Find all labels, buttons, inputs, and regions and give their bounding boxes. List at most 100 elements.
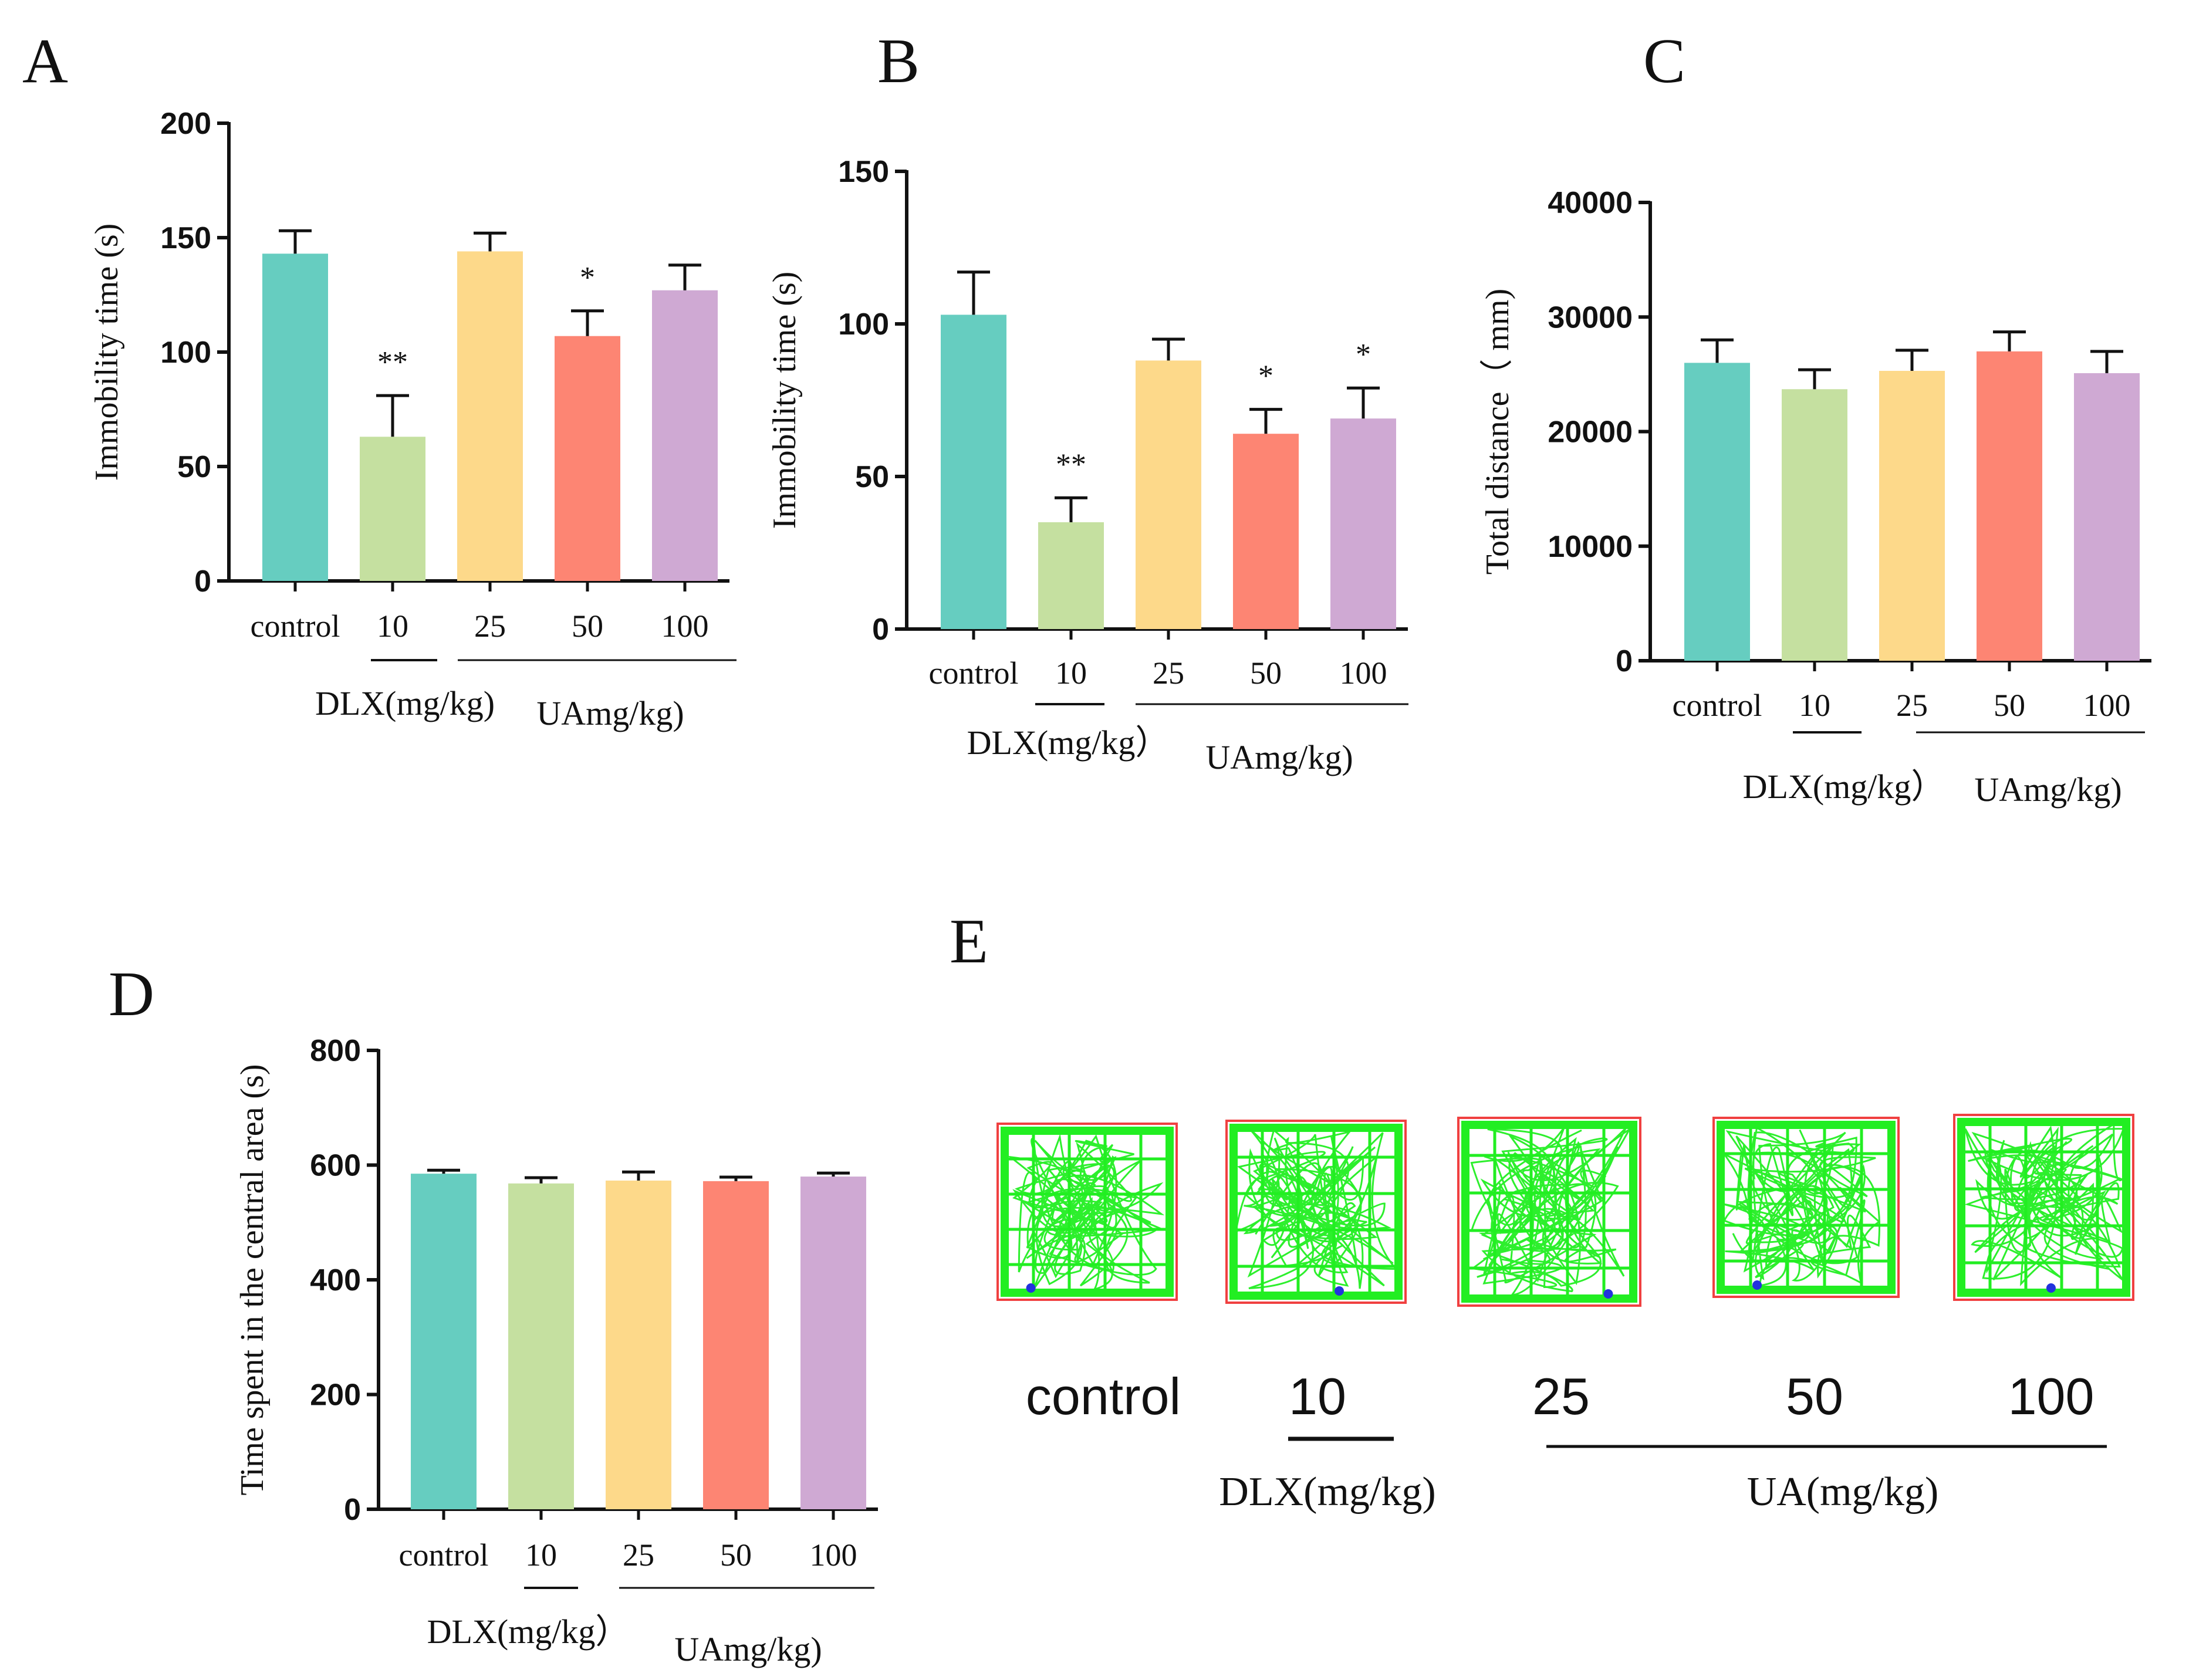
- panel-a-ytick-label: 50: [177, 450, 211, 484]
- panel-b-xtick-label: 50: [1250, 655, 1282, 691]
- panel-e-letter: E: [950, 907, 988, 976]
- panel-a-ytick-label: 200: [160, 107, 211, 141]
- arena-border: [1457, 1117, 1641, 1307]
- panel-a-group-ua: UAmg/kg): [536, 694, 684, 732]
- track-plot-control: [996, 1123, 1178, 1301]
- panel-b-letter: B: [877, 26, 920, 96]
- panel-a-group-dlx: DLX(mg/kg): [315, 684, 495, 722]
- panel-c-letter: C: [1643, 26, 1685, 96]
- panel-c-bar-10: [1782, 389, 1847, 661]
- movement-track: [1722, 1126, 1881, 1287]
- panel-d-xtick-label: 50: [720, 1537, 752, 1573]
- track-plot-10: [1225, 1120, 1407, 1304]
- panel-a-chart: A 0 50 100 150 200 Immobility time (s) control 1…: [22, 26, 737, 732]
- track-plot-25: [1457, 1117, 1641, 1307]
- panel-d-xtick-label: control: [399, 1537, 489, 1573]
- position-marker: [1026, 1283, 1036, 1293]
- panel-a-ylabel: Immobility time (s): [89, 224, 125, 481]
- panel-c-ytick-label: 10000: [1548, 530, 1633, 564]
- panel-b-bar-10: [1038, 522, 1104, 629]
- panel-e-label-control: control: [1026, 1367, 1181, 1425]
- panel-d-ytick-label: 0: [344, 1493, 361, 1527]
- panel-a-bar-10: [360, 437, 425, 581]
- position-marker: [1752, 1280, 1762, 1290]
- panel-b-bar-25: [1136, 360, 1201, 629]
- panel-c-group-ua: UAmg/kg): [1974, 770, 2121, 809]
- panel-c-xtick-label: 10: [1799, 688, 1830, 723]
- track-plot-50: [1712, 1117, 1900, 1298]
- panel-b-significance: *: [1258, 360, 1273, 393]
- arena-border: [1225, 1120, 1407, 1304]
- movement-track: [1470, 1127, 1630, 1296]
- track-plot-100: [1953, 1114, 2134, 1301]
- panel-a-xtick-label: 10: [377, 609, 408, 644]
- panel-c-chart: C 0 10000 20000 30000 40000 Total distance（ mm…: [1479, 26, 2151, 809]
- panel-c-bar-50: [1977, 351, 2042, 661]
- panel-b-xtick-label: 25: [1153, 655, 1184, 691]
- panel-b-bar-100: [1330, 418, 1396, 629]
- panel-a-ytick-label: 150: [160, 221, 211, 255]
- panel-a-xtick-label: 50: [572, 609, 603, 644]
- panel-d-ytick-label: 800: [310, 1034, 361, 1068]
- panel-a-bar-50: [555, 336, 620, 581]
- panel-c-xtick-label: 25: [1896, 688, 1928, 723]
- panel-a-bar-100: [652, 290, 718, 581]
- panel-a-ytick-label: 100: [160, 336, 211, 370]
- panel-e-label-10: 10: [1289, 1367, 1346, 1425]
- panel-a-xtick-label: 25: [474, 609, 506, 644]
- panel-d-bar-100: [800, 1177, 866, 1509]
- panel-b-ytick-label: 0: [872, 613, 889, 647]
- panel-c-xtick-label: 50: [1994, 688, 2025, 723]
- panel-e-group-dlx: DLX(mg/kg): [1219, 1469, 1435, 1515]
- panel-b-group-dlx: DLX(mg/kg）: [967, 724, 1170, 762]
- panel-d-bar-25: [606, 1180, 671, 1509]
- panel-b-ylabel: Immobility time (s): [766, 272, 803, 529]
- position-marker: [1334, 1286, 1344, 1296]
- panel-a-letter: A: [22, 26, 68, 96]
- panel-b-significance: **: [1056, 448, 1086, 481]
- panel-b-significance: *: [1356, 338, 1371, 371]
- panel-a-significance: *: [580, 261, 595, 295]
- panel-d-xtick-label: 25: [623, 1537, 654, 1573]
- panel-b-bar-control: [941, 315, 1006, 629]
- panel-c-ytick-label: 30000: [1548, 300, 1633, 334]
- panel-c-bar-25: [1879, 371, 1945, 661]
- track-perimeter: [1957, 1118, 2130, 1297]
- panel-a-ytick-label: 0: [194, 564, 211, 599]
- panel-b-ytick-label: 150: [838, 155, 889, 189]
- panel-a-bar-control: [262, 253, 328, 581]
- arena-border: [1712, 1117, 1900, 1298]
- arena-border: [1953, 1114, 2134, 1301]
- panel-c-ytick-label: 0: [1616, 644, 1633, 678]
- panel-c-ytick-label: 40000: [1548, 186, 1633, 220]
- position-marker: [1603, 1289, 1613, 1299]
- movement-track: [1964, 1122, 2125, 1286]
- panel-d-bar-50: [703, 1181, 769, 1509]
- panel-d-bar-control: [411, 1174, 477, 1509]
- panel-b-ytick-label: 50: [855, 460, 889, 494]
- panel-d-ytick-label: 200: [310, 1378, 361, 1412]
- panel-a-xtick-label: 100: [661, 609, 709, 644]
- panel-d-xtick-label: 10: [525, 1537, 557, 1573]
- panel-c-ytick-label: 20000: [1548, 415, 1633, 449]
- panel-b-group-ua: UAmg/kg): [1205, 738, 1353, 776]
- panel-d-ylabel: Time spent in the central area (s): [234, 1064, 271, 1495]
- panel-b-bar-50: [1233, 434, 1299, 629]
- panel-c-group-dlx: DLX(mg/kg）: [1743, 768, 1945, 806]
- panel-d-group-dlx: DLX(mg/kg）: [427, 1613, 630, 1651]
- track-perimeter: [1461, 1121, 1637, 1303]
- panel-e-group-ua: UA(mg/kg): [1747, 1469, 1939, 1515]
- position-marker: [2046, 1283, 2056, 1293]
- panel-c-xtick-label: 100: [2083, 688, 2131, 723]
- track-perimeter: [1001, 1127, 1174, 1297]
- movement-track: [1235, 1128, 1398, 1289]
- panel-b-ytick-label: 100: [838, 307, 889, 342]
- panel-e-label-100: 100: [2008, 1367, 2094, 1425]
- panel-a-significance: **: [377, 346, 408, 379]
- panel-c-ylabel: Total distance（ mm): [1479, 289, 1516, 575]
- panel-b-xtick-label: 100: [1340, 655, 1387, 691]
- track-perimeter: [1229, 1124, 1403, 1300]
